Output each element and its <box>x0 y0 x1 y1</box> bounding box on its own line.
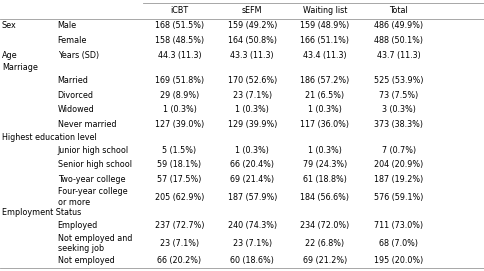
Text: 5 (1.5%): 5 (1.5%) <box>162 146 196 155</box>
Text: 187 (57.9%): 187 (57.9%) <box>227 193 276 202</box>
Text: 69 (21.4%): 69 (21.4%) <box>230 175 273 184</box>
Text: 7 (0.7%): 7 (0.7%) <box>381 146 415 155</box>
Text: 44.3 (11.3): 44.3 (11.3) <box>157 51 201 60</box>
Text: 195 (20.0%): 195 (20.0%) <box>374 256 423 266</box>
Text: 159 (49.2%): 159 (49.2%) <box>227 21 276 30</box>
Text: 73 (7.5%): 73 (7.5%) <box>378 91 418 100</box>
Text: Senior high school: Senior high school <box>58 160 132 169</box>
Text: Age: Age <box>2 51 17 60</box>
Text: 60 (18.6%): 60 (18.6%) <box>230 256 273 266</box>
Text: 168 (51.5%): 168 (51.5%) <box>154 21 204 30</box>
Text: Never married: Never married <box>58 120 116 129</box>
Text: 43.3 (11.3): 43.3 (11.3) <box>230 51 273 60</box>
Text: 170 (52.6%): 170 (52.6%) <box>227 76 276 85</box>
Text: 68 (7.0%): 68 (7.0%) <box>378 239 418 248</box>
Text: 23 (7.1%): 23 (7.1%) <box>160 239 198 248</box>
Text: 234 (72.0%): 234 (72.0%) <box>300 221 349 230</box>
Text: Widowed: Widowed <box>58 105 94 114</box>
Text: 240 (74.3%): 240 (74.3%) <box>227 221 276 230</box>
Text: 1 (0.3%): 1 (0.3%) <box>235 146 269 155</box>
Text: 488 (50.1%): 488 (50.1%) <box>374 36 423 45</box>
Text: 21 (6.5%): 21 (6.5%) <box>305 91 344 100</box>
Text: 164 (50.8%): 164 (50.8%) <box>227 36 276 45</box>
Text: 43.7 (11.3): 43.7 (11.3) <box>376 51 420 60</box>
Text: 373 (38.3%): 373 (38.3%) <box>374 120 423 129</box>
Text: Female: Female <box>58 36 87 45</box>
Text: Sex: Sex <box>2 21 16 30</box>
Text: 66 (20.2%): 66 (20.2%) <box>157 256 201 266</box>
Text: 166 (51.1%): 166 (51.1%) <box>300 36 349 45</box>
Text: 29 (8.9%): 29 (8.9%) <box>160 91 198 100</box>
Text: Not employed: Not employed <box>58 256 114 266</box>
Text: 237 (72.7%): 237 (72.7%) <box>154 221 204 230</box>
Text: 184 (56.6%): 184 (56.6%) <box>300 193 349 202</box>
Text: Married: Married <box>58 76 89 85</box>
Text: 117 (36.0%): 117 (36.0%) <box>300 120 349 129</box>
Text: 66 (20.4%): 66 (20.4%) <box>230 160 273 169</box>
Text: Not employed and
seeking job: Not employed and seeking job <box>58 234 132 253</box>
Text: 59 (18.1%): 59 (18.1%) <box>157 160 201 169</box>
Text: 23 (7.1%): 23 (7.1%) <box>232 91 271 100</box>
Text: Highest education level: Highest education level <box>2 133 96 142</box>
Text: Junior high school: Junior high school <box>58 146 129 155</box>
Text: Male: Male <box>58 21 76 30</box>
Text: 486 (49.9%): 486 (49.9%) <box>374 21 423 30</box>
Text: 1 (0.3%): 1 (0.3%) <box>307 105 341 114</box>
Text: Four-year college
or more: Four-year college or more <box>58 187 127 207</box>
Text: 205 (62.9%): 205 (62.9%) <box>154 193 204 202</box>
Text: iCBT: iCBT <box>170 6 188 15</box>
Text: 1 (0.3%): 1 (0.3%) <box>235 105 269 114</box>
Text: 159 (48.9%): 159 (48.9%) <box>300 21 349 30</box>
Text: 127 (39.0%): 127 (39.0%) <box>154 120 204 129</box>
Text: 1 (0.3%): 1 (0.3%) <box>162 105 196 114</box>
Text: 61 (18.8%): 61 (18.8%) <box>302 175 346 184</box>
Text: Employed: Employed <box>58 221 98 230</box>
Text: 79 (24.3%): 79 (24.3%) <box>302 160 347 169</box>
Text: Marriage: Marriage <box>2 63 38 72</box>
Text: 525 (53.9%): 525 (53.9%) <box>373 76 423 85</box>
Text: Two-year college: Two-year college <box>58 175 125 184</box>
Text: Total: Total <box>389 6 408 15</box>
Text: Divorced: Divorced <box>58 91 93 100</box>
Text: 158 (48.5%): 158 (48.5%) <box>154 36 204 45</box>
Text: 187 (19.2%): 187 (19.2%) <box>374 175 423 184</box>
Text: 57 (17.5%): 57 (17.5%) <box>157 175 201 184</box>
Text: 711 (73.0%): 711 (73.0%) <box>374 221 423 230</box>
Text: Years (SD): Years (SD) <box>58 51 99 60</box>
Text: 22 (6.8%): 22 (6.8%) <box>305 239 344 248</box>
Text: 23 (7.1%): 23 (7.1%) <box>232 239 271 248</box>
Text: 69 (21.2%): 69 (21.2%) <box>302 256 347 266</box>
Text: Waiting list: Waiting list <box>302 6 347 15</box>
Text: 3 (0.3%): 3 (0.3%) <box>381 105 415 114</box>
Text: 576 (59.1%): 576 (59.1%) <box>374 193 423 202</box>
Text: 43.4 (11.3): 43.4 (11.3) <box>302 51 346 60</box>
Text: Employment Status: Employment Status <box>2 208 81 217</box>
Text: sEFM: sEFM <box>242 6 262 15</box>
Text: 186 (57.2%): 186 (57.2%) <box>300 76 349 85</box>
Text: 204 (20.9%): 204 (20.9%) <box>374 160 423 169</box>
Text: 169 (51.8%): 169 (51.8%) <box>154 76 204 85</box>
Text: 129 (39.9%): 129 (39.9%) <box>227 120 276 129</box>
Text: 1 (0.3%): 1 (0.3%) <box>307 146 341 155</box>
